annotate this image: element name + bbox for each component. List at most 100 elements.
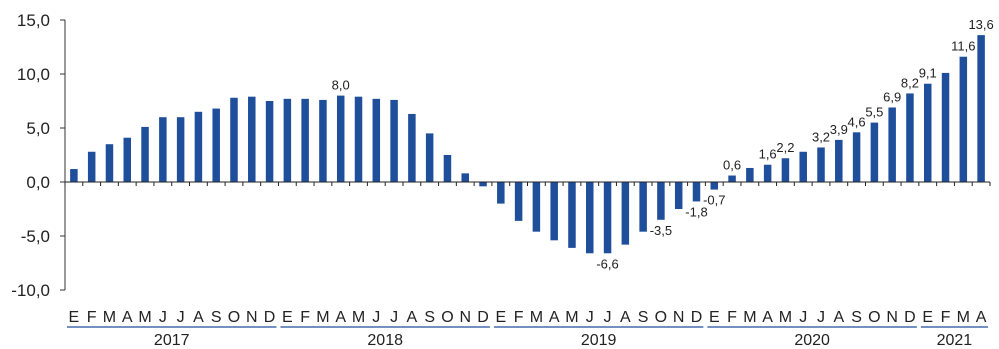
month-label: E — [709, 309, 720, 326]
month-label: F — [941, 309, 951, 326]
month-label: A — [620, 309, 631, 326]
month-label: J — [586, 309, 594, 326]
bar — [390, 99, 398, 182]
month-label: A — [976, 309, 987, 326]
bar — [461, 173, 469, 182]
bar — [603, 182, 612, 254]
bar — [70, 169, 78, 182]
bar — [888, 107, 896, 182]
zero-line — [64, 181, 991, 186]
month-label: M — [138, 309, 151, 326]
data-label: 8,2 — [901, 75, 919, 90]
bar — [817, 147, 825, 182]
month-label: A — [549, 309, 560, 326]
bar — [692, 182, 701, 202]
bar — [799, 151, 807, 182]
data-label: 2,2 — [776, 140, 794, 155]
bar — [159, 117, 167, 182]
month-label: A — [762, 309, 773, 326]
bar — [319, 99, 327, 182]
bar — [657, 182, 665, 220]
data-labels: 8,0 -6,6 -3,5 -1,8-0,7 0,6 1,6 2,2 3,23,94,65,5… — [332, 17, 994, 271]
month-label: D — [904, 309, 916, 326]
bar — [959, 56, 968, 182]
bar — [336, 95, 345, 182]
bar — [781, 158, 790, 182]
month-label: N — [673, 309, 685, 326]
month-label: M — [779, 309, 792, 326]
month-label: N — [246, 309, 258, 326]
data-label: 13,6 — [968, 17, 993, 32]
data-label: 3,2 — [812, 129, 830, 144]
bar — [479, 182, 487, 187]
month-label: M — [352, 309, 365, 326]
data-label: 9,1 — [919, 66, 937, 81]
year-label: 2018 — [367, 332, 403, 349]
bar — [550, 182, 558, 241]
y-tick-label: 5,0 — [26, 119, 50, 138]
month-label: D — [264, 309, 276, 326]
year-label: 2020 — [794, 332, 830, 349]
bar — [923, 83, 932, 182]
month-label: F — [727, 309, 737, 326]
data-label: 6,9 — [883, 89, 901, 104]
bar — [621, 182, 630, 245]
bar — [941, 72, 950, 182]
bar — [532, 182, 541, 232]
month-label: J — [817, 309, 825, 326]
month-label: S — [638, 309, 649, 326]
month-label: M — [957, 309, 970, 326]
bar — [977, 35, 985, 183]
y-tick-label: 0,0 — [26, 173, 50, 192]
bar — [425, 133, 434, 182]
month-label: O — [441, 309, 453, 326]
month-label: A — [193, 309, 204, 326]
year-label: 2019 — [581, 332, 617, 349]
month-label: M — [316, 309, 329, 326]
month-label: A — [122, 309, 133, 326]
bar — [906, 93, 914, 182]
data-label: 3,9 — [830, 122, 848, 137]
data-label: 1,6 — [759, 147, 777, 162]
month-label: A — [335, 309, 346, 326]
month-label: M — [530, 309, 543, 326]
bar — [497, 182, 505, 204]
bar — [194, 111, 203, 182]
y-axis: 15,0 10,0 5,0 0,0 -5,0 -10,0 — [11, 11, 66, 300]
data-label: -1,8 — [685, 204, 707, 219]
bar — [746, 167, 754, 182]
year-label: 2021 — [937, 332, 973, 349]
month-label: J — [799, 309, 807, 326]
bar — [265, 101, 274, 182]
month-label: J — [159, 309, 167, 326]
y-tick-label: 10,0 — [17, 65, 50, 84]
y-tick-label: -5,0 — [21, 227, 50, 246]
y-tick-label: 15,0 — [17, 11, 50, 30]
bar — [586, 182, 594, 254]
month-label: E — [69, 309, 80, 326]
bar — [728, 175, 736, 182]
bar-series — [70, 35, 985, 254]
bar — [443, 155, 452, 182]
month-label: E — [495, 309, 506, 326]
month-label: O — [228, 309, 240, 326]
bar — [301, 98, 309, 182]
bar — [230, 97, 238, 182]
bar — [283, 98, 292, 182]
data-label: 5,5 — [865, 105, 883, 120]
month-label: N — [886, 309, 898, 326]
bar — [835, 139, 843, 182]
bar — [870, 122, 879, 182]
month-label: S — [211, 309, 222, 326]
month-label: F — [514, 309, 524, 326]
data-label: 8,0 — [332, 78, 350, 93]
data-label: -6,6 — [596, 256, 618, 271]
month-label: M — [565, 309, 578, 326]
data-label: -3,5 — [650, 223, 672, 238]
month-label: S — [424, 309, 435, 326]
bar — [674, 182, 683, 209]
data-label: -0,7 — [703, 193, 725, 208]
month-label: S — [851, 309, 862, 326]
